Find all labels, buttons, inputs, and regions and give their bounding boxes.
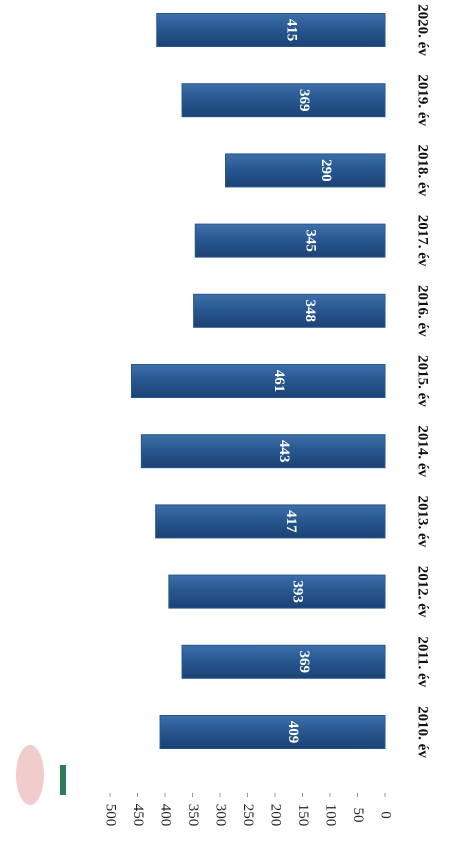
category-label: 2010. év bbox=[415, 706, 431, 758]
y-tick-label: 400 bbox=[158, 804, 174, 827]
bar bbox=[168, 574, 386, 609]
value-label: 409 bbox=[285, 721, 301, 744]
bar bbox=[193, 293, 386, 328]
y-tick-label: 200 bbox=[268, 804, 284, 827]
y-tick-label: 0 bbox=[378, 811, 394, 819]
y-tick-label: 50 bbox=[350, 808, 366, 823]
category-label: 2018. év bbox=[415, 145, 431, 197]
value-label: 348 bbox=[302, 300, 318, 323]
bar bbox=[130, 364, 386, 398]
category-label: 2014. év bbox=[415, 425, 431, 477]
category-label: 2012. év bbox=[415, 566, 431, 618]
value-label: 369 bbox=[296, 651, 312, 674]
value-label: 369 bbox=[296, 89, 312, 112]
bar bbox=[181, 83, 386, 118]
y-tick-label: 100 bbox=[323, 804, 339, 827]
category-label: 2011. év bbox=[415, 636, 431, 687]
value-label: 290 bbox=[318, 159, 334, 182]
category-label: 2020. év bbox=[415, 4, 431, 56]
value-label: 443 bbox=[276, 440, 292, 463]
category-label: 2017. év bbox=[415, 215, 431, 267]
bar bbox=[156, 13, 386, 47]
y-tick-label: 300 bbox=[213, 804, 229, 827]
bar bbox=[194, 223, 386, 258]
bar bbox=[225, 153, 386, 188]
category-label: 2016. év bbox=[415, 285, 431, 337]
value-label: 415 bbox=[283, 19, 299, 42]
y-tick-label: 350 bbox=[185, 804, 201, 827]
bar bbox=[140, 434, 386, 469]
y-tick-label: 450 bbox=[130, 804, 146, 827]
value-label: 461 bbox=[271, 370, 287, 393]
category-label: 2013. év bbox=[415, 496, 431, 548]
y-tick-label: 150 bbox=[295, 804, 311, 827]
value-label: 345 bbox=[303, 229, 319, 252]
y-tick-label: 250 bbox=[240, 804, 256, 827]
logo bbox=[16, 745, 66, 805]
category-label: 2019. év bbox=[415, 74, 431, 126]
y-tick-label: 500 bbox=[103, 804, 119, 827]
value-label: 417 bbox=[283, 510, 299, 533]
bar bbox=[181, 644, 386, 679]
category-label: 2015. év bbox=[415, 355, 431, 407]
bar bbox=[159, 715, 386, 749]
bar bbox=[155, 504, 386, 539]
value-label: 393 bbox=[289, 580, 305, 603]
